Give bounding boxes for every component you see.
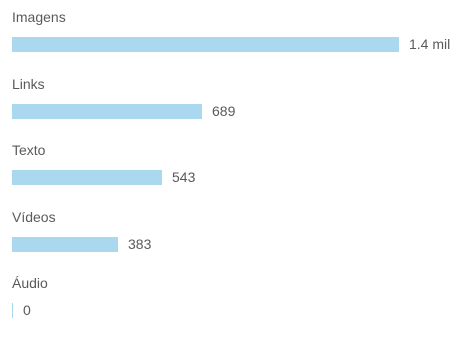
value-label: 1.4 mil (409, 36, 451, 52)
category-label: Áudio (12, 275, 48, 291)
category-label: Imagens (12, 9, 66, 25)
category-label: Texto (12, 142, 46, 158)
bar[interactable] (12, 37, 399, 52)
bar[interactable] (12, 170, 162, 185)
bar-row: Áudio 0 (0, 274, 475, 334)
value-label: 689 (212, 102, 236, 119)
value-label: 383 (128, 235, 152, 252)
value-label: 543 (172, 169, 196, 185)
bar-row: Vídeos 383 (0, 208, 475, 268)
value-label: 0 (23, 302, 31, 318)
bar[interactable] (12, 103, 202, 119)
bar[interactable] (12, 303, 13, 318)
bar-row: Imagens 1.4 mil (0, 8, 475, 68)
category-label: Links (12, 75, 45, 92)
bar[interactable] (12, 236, 118, 252)
category-label: Vídeos (12, 208, 56, 225)
bar-row: Links 689 (0, 75, 475, 135)
bar-row: Texto 543 (0, 141, 475, 201)
